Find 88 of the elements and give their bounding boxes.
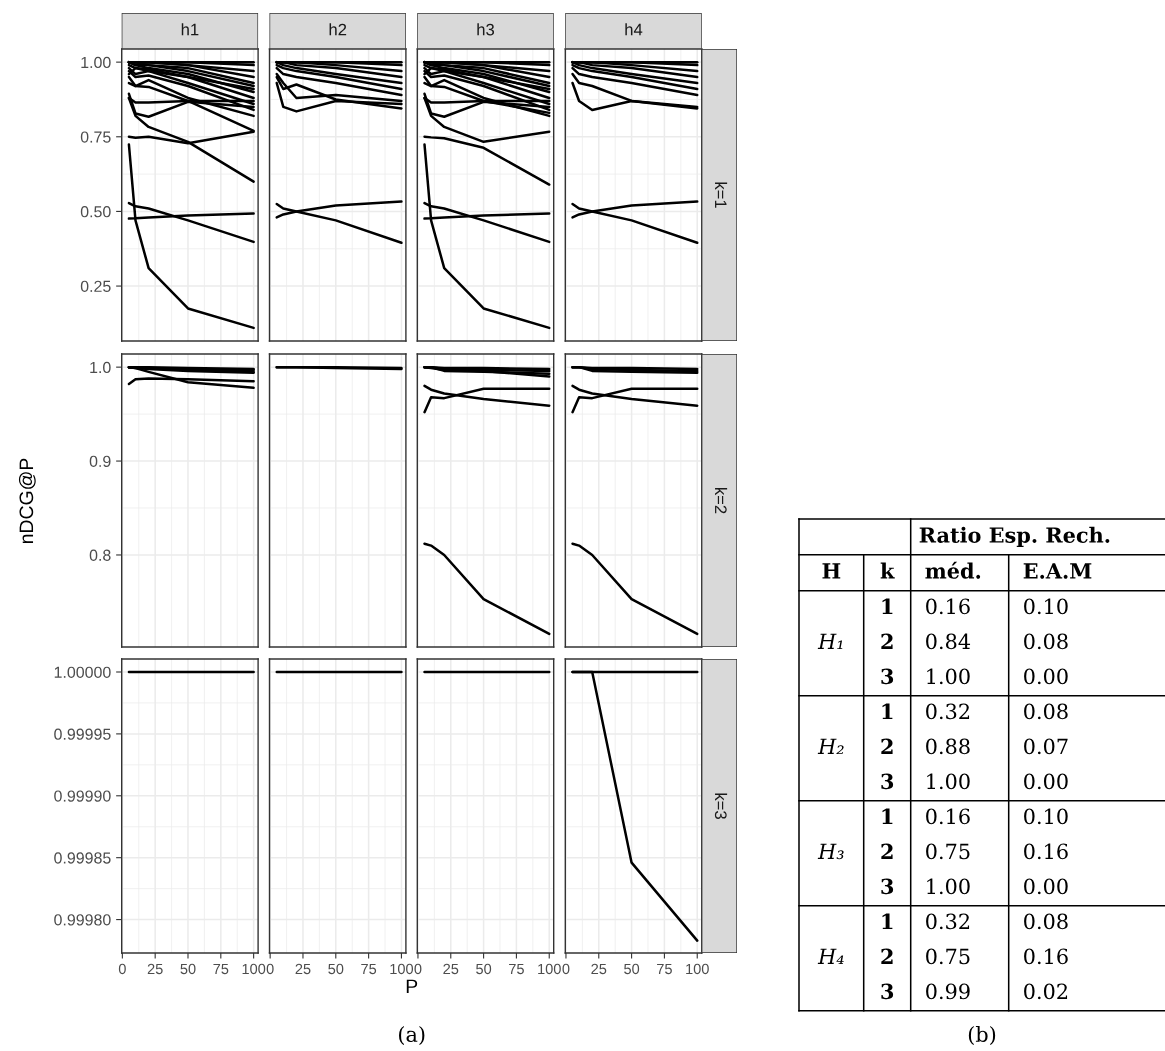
- text: (b): [968, 1025, 996, 1045]
- x-tick-label: 50: [624, 963, 640, 975]
- chart-title: h1: [181, 23, 199, 36]
- x-tick-label: 0: [118, 963, 126, 975]
- text: 0.00: [1024, 773, 1068, 790]
- x-tick-label: 0: [266, 963, 274, 975]
- text: 0.08: [1024, 703, 1068, 720]
- text: 0.16: [1024, 843, 1068, 860]
- text: 0.84: [926, 633, 971, 650]
- y-tick-label: 0.99995: [54, 728, 111, 740]
- x-tick-label: 50: [328, 963, 344, 975]
- text: 0.99: [926, 983, 970, 1000]
- x-tick-label: 75: [213, 963, 229, 975]
- text: 0.32: [926, 703, 970, 720]
- text: 1: [882, 598, 893, 614]
- text: 0.07: [1024, 738, 1068, 755]
- text: 0.88: [926, 738, 970, 755]
- text: 1: [882, 913, 893, 929]
- y-tick-label: 0.50: [80, 206, 111, 218]
- text: 3: [881, 668, 894, 685]
- text: k: [880, 562, 895, 579]
- text: E.A.M: [1023, 563, 1092, 579]
- x-tick-label: 0: [562, 963, 570, 975]
- text: 0.75: [926, 948, 970, 965]
- y-tick-label: 0.75: [80, 131, 111, 143]
- y-axis-title: nDCG@P: [18, 458, 36, 544]
- x-tick-label: 0: [414, 963, 422, 975]
- text: 3: [881, 878, 894, 895]
- text: 1: [882, 808, 893, 824]
- text: 1.00: [927, 773, 970, 790]
- chart-title: h3: [477, 23, 495, 36]
- y-tick-label: 0.8: [89, 549, 111, 561]
- text: 0.16: [1024, 948, 1068, 965]
- text: 0.10: [1024, 598, 1068, 615]
- text: 0.08: [1024, 913, 1068, 930]
- text: H₁: [817, 633, 843, 650]
- y-tick-label: 0.99980: [54, 914, 111, 926]
- chart-title: h2: [329, 23, 347, 36]
- x-tick-label: 25: [591, 963, 607, 975]
- y-tick-label: 0.9: [89, 455, 111, 467]
- text: k=2: [715, 487, 728, 514]
- x-tick-label: 100: [686, 963, 709, 975]
- y-tick-label: 0.99985: [54, 852, 111, 864]
- text: 1.00: [927, 668, 970, 685]
- x-axis-title: P: [406, 979, 418, 994]
- text: k=1: [715, 182, 728, 208]
- x-tick-label: 75: [657, 963, 672, 975]
- text: H₄: [817, 948, 844, 965]
- x-tick-label: 25: [443, 963, 459, 975]
- text: Ratio Esp. Rech.: [919, 526, 1110, 547]
- text: 0.00: [1024, 878, 1068, 895]
- text: 0.16: [926, 808, 970, 825]
- x-tick-label: 25: [295, 963, 311, 975]
- text: 1: [882, 703, 893, 719]
- text: 0.00: [1024, 668, 1068, 685]
- text: 2: [881, 633, 893, 649]
- y-tick-label: 1.00000: [54, 666, 111, 678]
- y-tick-label: 0.25: [80, 280, 111, 293]
- text: H₃: [817, 843, 844, 860]
- text: 2: [881, 738, 893, 754]
- x-tick-label: 50: [476, 963, 492, 975]
- text: 0.10: [1024, 808, 1068, 825]
- y-tick-label: 1.0: [90, 361, 111, 374]
- text: 2: [881, 843, 893, 859]
- x-tick-label: 100: [242, 963, 266, 975]
- x-tick-label: 75: [361, 963, 377, 975]
- text: 3: [881, 773, 894, 790]
- text: 2: [881, 948, 893, 964]
- x-tick-label: 100: [538, 963, 561, 975]
- text: 0.75: [926, 843, 970, 860]
- x-tick-label: 100: [390, 963, 414, 975]
- text: (a): [399, 1025, 425, 1045]
- y-tick-label: 0.99990: [54, 790, 111, 802]
- text: 1.00: [927, 878, 970, 895]
- text: 0.32: [926, 913, 970, 930]
- text: 0.16: [926, 598, 970, 615]
- text: k=3: [714, 793, 728, 819]
- y-tick-label: 1.00: [81, 56, 111, 69]
- x-tick-label: 75: [509, 963, 524, 975]
- text: 3: [881, 983, 894, 1000]
- chart-title: h4: [625, 23, 643, 36]
- x-tick-label: 25: [147, 963, 163, 975]
- text: H: [822, 563, 841, 579]
- text: H₂: [817, 738, 844, 755]
- text: 0.08: [1024, 633, 1068, 650]
- text: 0.02: [1024, 983, 1068, 1000]
- x-tick-label: 50: [180, 963, 196, 975]
- text: méd.: [925, 561, 981, 579]
